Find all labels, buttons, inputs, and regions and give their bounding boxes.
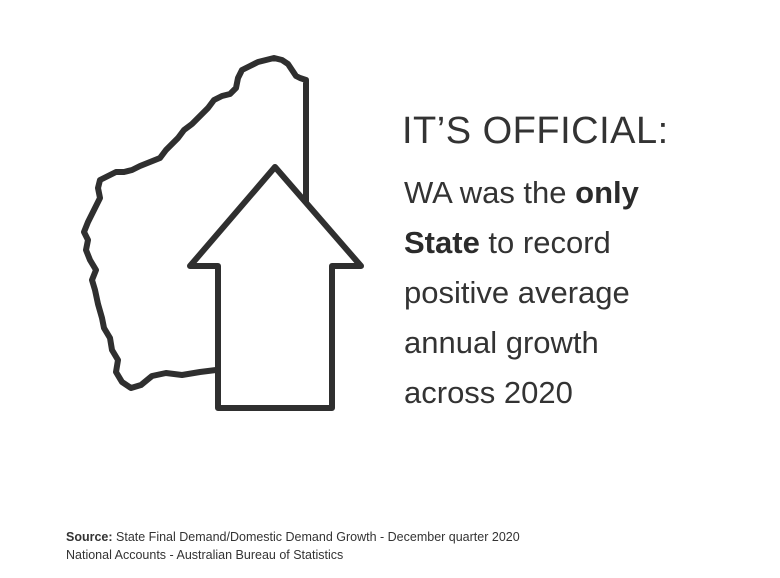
statement-line-3: positive average bbox=[404, 275, 630, 310]
source-label: Source: bbox=[66, 530, 113, 544]
source-line-2: National Accounts - Australian Bureau of… bbox=[66, 548, 344, 562]
statement-line-4: annual growth bbox=[404, 325, 599, 360]
emphasis-state: State bbox=[404, 225, 480, 260]
up-arrow-outline-icon bbox=[187, 164, 364, 411]
source-text: State Final Demand/Domestic Demand Growt… bbox=[112, 530, 520, 544]
statement-text: WA was the only State to record positive… bbox=[404, 168, 764, 418]
headline: IT’S OFFICIAL: bbox=[402, 110, 669, 152]
statement-text-part: to record bbox=[479, 225, 611, 260]
statement-line-2: State to record bbox=[404, 218, 764, 268]
emphasis-only: only bbox=[575, 175, 639, 210]
statement-line-5: across 2020 bbox=[404, 375, 573, 410]
source-line-1: Source: State Final Demand/Domestic Dema… bbox=[66, 528, 520, 546]
statement-text-part: WA was the bbox=[404, 175, 576, 210]
source-footer: Source: State Final Demand/Domestic Dema… bbox=[66, 528, 520, 564]
western-australia-map-outline-icon bbox=[81, 55, 309, 391]
statement-line-1: WA was the only bbox=[404, 168, 764, 218]
